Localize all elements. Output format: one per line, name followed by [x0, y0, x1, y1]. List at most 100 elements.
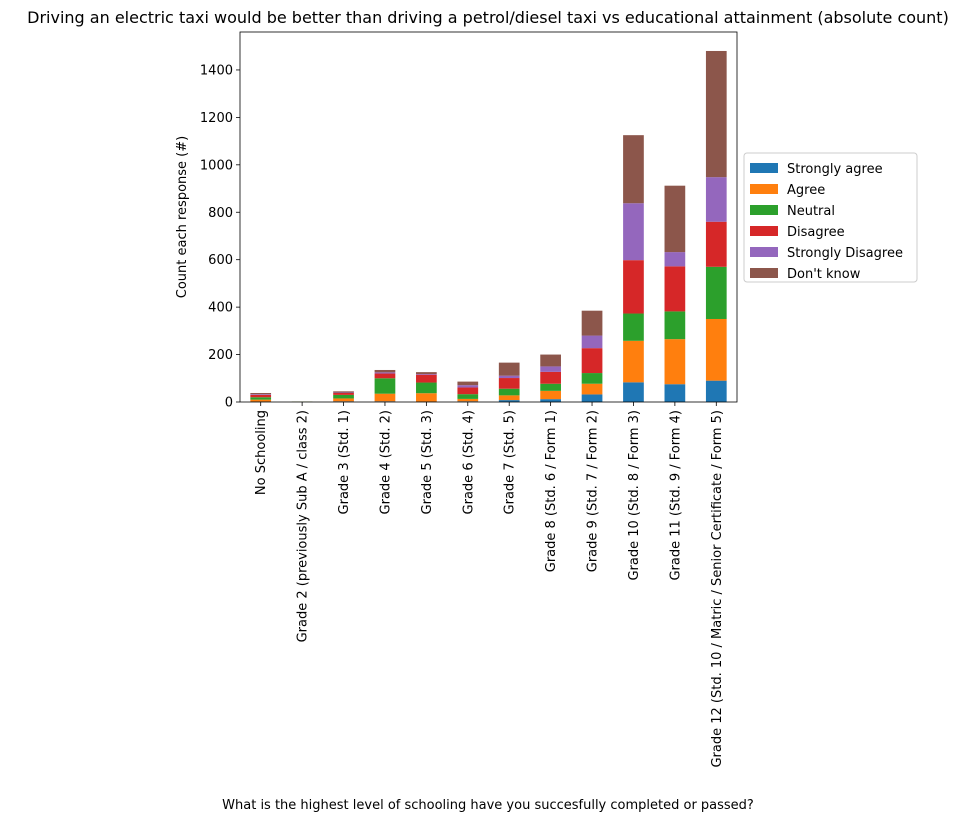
- bar-segment: [705, 177, 727, 222]
- legend-swatch: [750, 184, 778, 194]
- legend-label: Don't know: [787, 267, 861, 282]
- x-tick-label: Grade 7 (Std. 5): [503, 410, 518, 514]
- bar-segment: [457, 394, 479, 399]
- x-tick-label: No Schooling: [254, 410, 269, 495]
- bar-segment: [705, 266, 727, 319]
- x-tick-label: Grade 8 (Std. 6 / Form 1): [544, 410, 559, 572]
- bar-segment: [540, 366, 561, 372]
- bar-segment: [623, 135, 644, 204]
- bar-segment: [457, 381, 479, 386]
- y-tick-label: 600: [208, 253, 233, 268]
- bar-segment: [374, 369, 396, 373]
- bar-segment: [416, 374, 437, 375]
- legend-swatch: [750, 247, 778, 257]
- bar-segment: [540, 354, 561, 367]
- bar-segment: [498, 395, 520, 401]
- bar-segment: [374, 393, 396, 402]
- bar-segment: [416, 372, 437, 375]
- bar-segment: [457, 387, 479, 395]
- legend-label: Strongly Disagree: [787, 246, 903, 261]
- legend-frame: [743, 152, 918, 283]
- bar-segment: [705, 221, 727, 267]
- y-tick-label: 1000: [200, 158, 233, 173]
- bar-segment: [623, 340, 644, 383]
- chart-title: Driving an electric taxi would be better…: [27, 8, 949, 27]
- bar-segment: [250, 399, 272, 402]
- legend-swatch: [750, 268, 778, 278]
- bar-segment: [498, 362, 520, 376]
- legend: Strongly agree Agree Neutral Disagree Strong…: [743, 152, 918, 283]
- bar-segment: [333, 392, 354, 395]
- x-tick-label: Grade 12 (Std. 10 / Matric / Senior Cert…: [710, 410, 725, 768]
- y-tick-label: 0: [225, 396, 233, 411]
- bar-segment: [250, 394, 272, 398]
- bar-segment: [416, 393, 437, 402]
- x-axis-label: What is the highest level of schooling h…: [222, 798, 754, 813]
- bar-segment: [623, 313, 644, 341]
- legend-label: Disagree: [787, 225, 845, 240]
- axes-layer: 0 200 400 600 800 1000 1200 1400 No Schooling Gra…: [200, 31, 738, 768]
- bar-segment: [581, 348, 603, 374]
- bar-segment: [540, 371, 561, 384]
- x-tick-label: Grade 5 (Std. 3): [420, 410, 435, 514]
- bar-segment: [705, 380, 727, 402]
- bar-segment: [705, 318, 727, 381]
- bar-segment: [250, 394, 272, 395]
- y-tick-label: 1200: [200, 111, 233, 126]
- y-tick-label: 400: [208, 301, 233, 316]
- x-tick-label: Grade 2 (previously Sub A / class 2): [296, 410, 311, 642]
- bar-segment: [250, 397, 272, 400]
- bar-segment: [581, 394, 603, 402]
- y-tick-label: 1400: [200, 63, 233, 78]
- legend-swatch: [750, 205, 778, 215]
- x-tick-label: Grade 9 (Std. 7 / Form 2): [586, 410, 601, 572]
- x-tick-label: Grade 4 (Std. 2): [378, 410, 393, 514]
- bar-segment: [623, 260, 644, 314]
- bar-segment: [498, 378, 520, 389]
- bar-segment: [457, 398, 479, 402]
- plot-frame: [239, 31, 738, 403]
- bar-segment: [540, 383, 561, 391]
- bar-segment: [623, 382, 644, 402]
- bar-segment: [416, 382, 437, 394]
- bar-segment: [498, 375, 520, 379]
- bar-segment: [374, 373, 396, 379]
- bar-segment: [416, 374, 437, 383]
- bar-segment: [457, 385, 479, 388]
- x-tick-label: Grade 6 (Std. 4): [461, 410, 476, 514]
- bar-segment: [623, 203, 644, 261]
- bar-segment: [664, 252, 686, 267]
- y-axis-label: Count each response (#): [175, 136, 190, 298]
- bar-segment: [540, 399, 561, 402]
- bar-segment: [664, 185, 686, 253]
- bar-segment: [664, 339, 686, 385]
- bar-segment: [250, 392, 272, 395]
- bar-segment: [664, 311, 686, 340]
- bar-segment: [498, 388, 520, 396]
- bar-segment: [581, 373, 603, 384]
- bar-segment: [581, 383, 603, 395]
- legend-label: Neutral: [787, 204, 835, 219]
- bar-segment: [374, 372, 396, 374]
- x-tick-label: Grade 3 (Std. 1): [337, 410, 352, 514]
- bar-segment: [374, 378, 396, 394]
- bar-segment: [705, 50, 727, 178]
- legend-swatch: [750, 163, 778, 173]
- x-tick-label: Grade 10 (Std. 8 / Form 3): [627, 410, 642, 581]
- x-tick-label: Grade 11 (Std. 9 / Form 4): [668, 410, 683, 581]
- bar-segment: [540, 390, 561, 400]
- y-tick-label: 200: [208, 348, 233, 363]
- legend-label: Strongly agree: [787, 162, 883, 177]
- bar-segment: [664, 384, 686, 402]
- bars-layer: [250, 50, 727, 402]
- bar-segment: [333, 394, 354, 399]
- bar-segment: [581, 335, 603, 349]
- bar-segment: [333, 391, 354, 393]
- bar-segment: [664, 266, 686, 312]
- legend-swatch: [750, 226, 778, 236]
- bar-segment: [498, 400, 520, 402]
- bar-segment: [333, 398, 354, 402]
- y-tick-label: 800: [208, 206, 233, 221]
